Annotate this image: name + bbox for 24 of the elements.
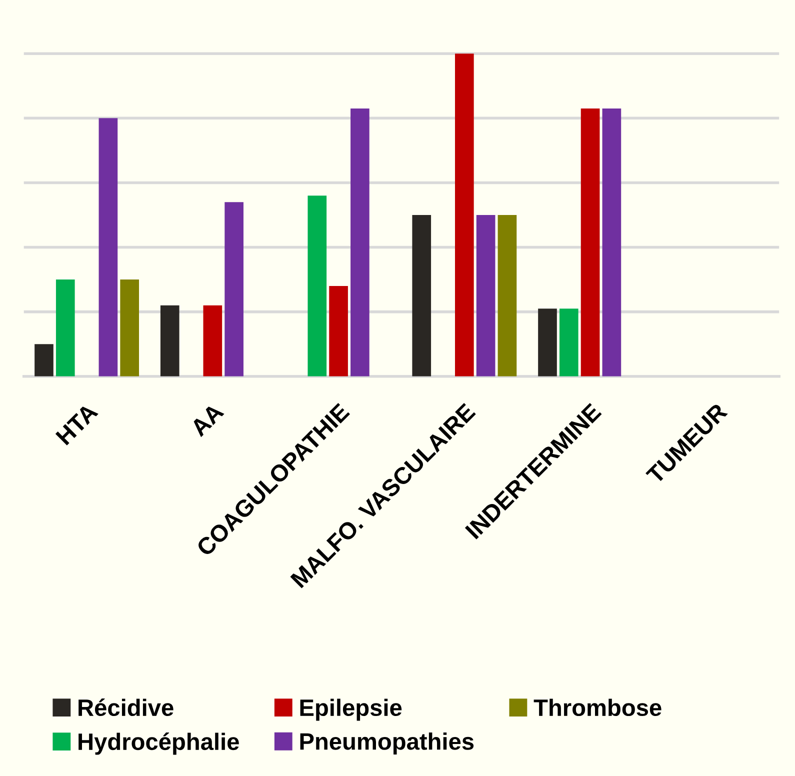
bar [329, 286, 348, 376]
bar [160, 305, 180, 376]
bar [476, 214, 496, 376]
bar [538, 308, 557, 376]
bar [559, 308, 578, 376]
legend-label: Thrombose [534, 698, 662, 716]
bar [580, 108, 600, 376]
bar [602, 108, 622, 376]
bar [412, 214, 432, 376]
bar [203, 305, 222, 376]
legend-label: Récidive [78, 698, 174, 716]
bar [308, 196, 327, 376]
bar [56, 280, 75, 376]
bar [350, 108, 370, 376]
bar [34, 344, 54, 376]
bar [120, 280, 139, 376]
legend-label: Hydrocéphalie [78, 732, 239, 755]
bar [224, 202, 244, 376]
legend-label: Epilepsie [300, 698, 402, 721]
bar [498, 214, 517, 376]
x-tick-label: HTA [55, 402, 98, 446]
legend-label: Pneumopathies [300, 732, 474, 755]
bar [98, 118, 118, 376]
bar [454, 54, 474, 376]
